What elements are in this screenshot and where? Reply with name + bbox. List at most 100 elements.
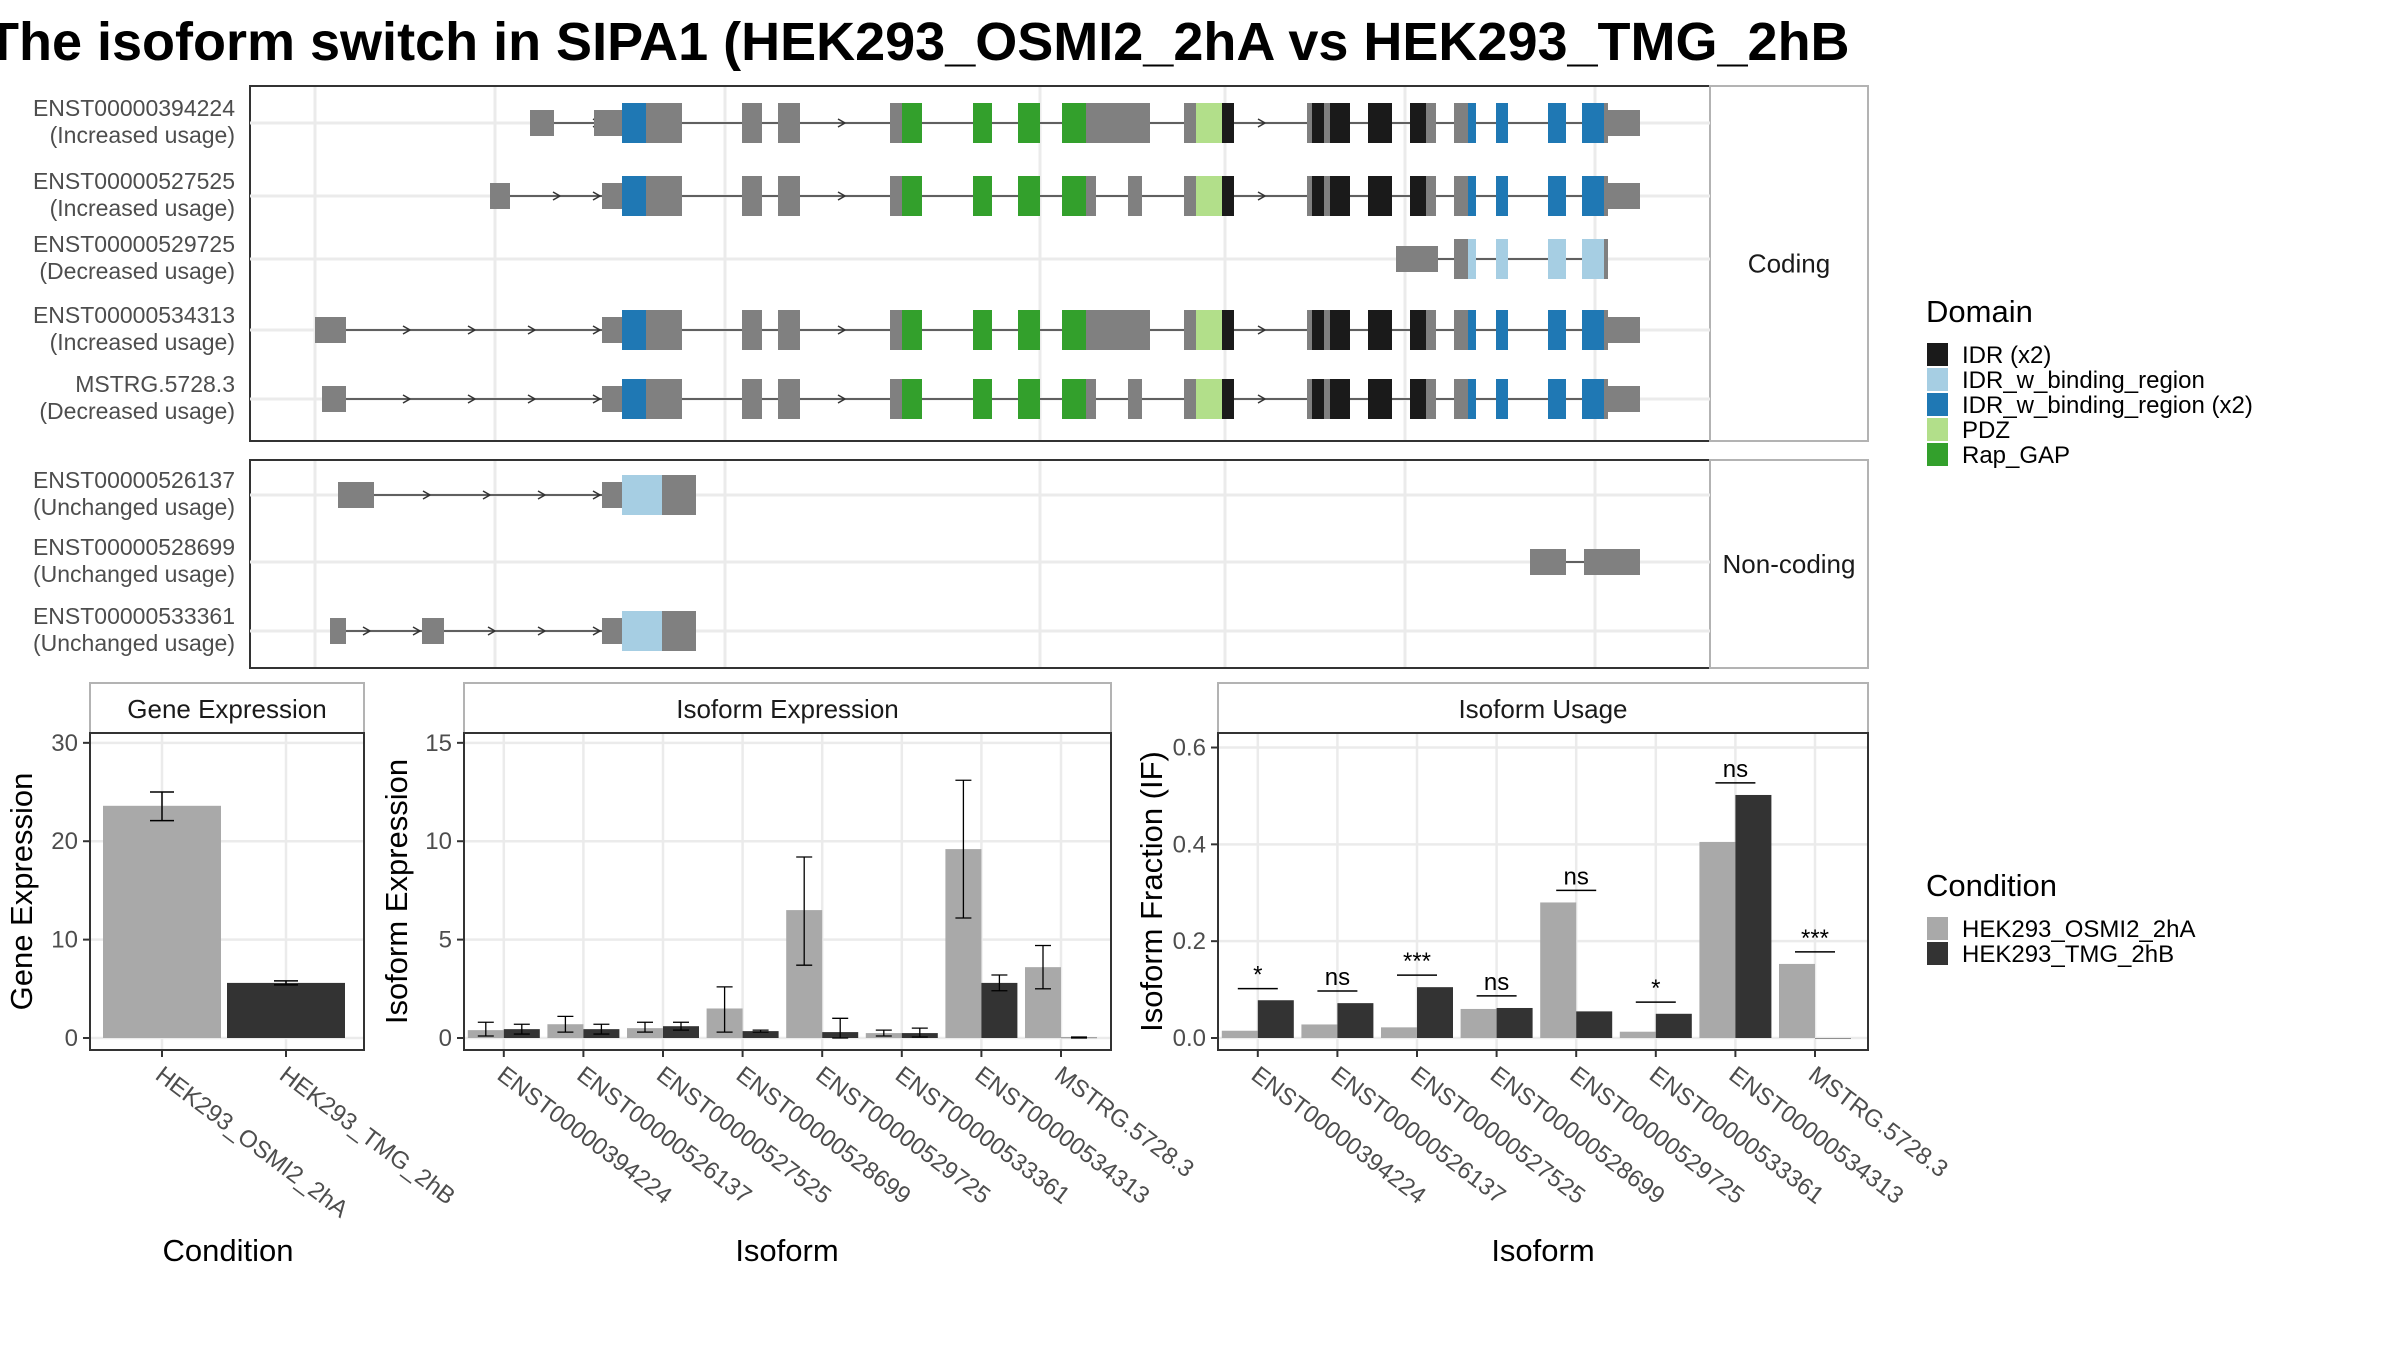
domain-region (1548, 310, 1566, 350)
domain-region (1018, 176, 1040, 216)
exon (1426, 103, 1436, 143)
bar (1496, 1007, 1533, 1038)
domain-legend-key (1927, 418, 1948, 441)
exon (742, 379, 762, 419)
bar (1540, 902, 1577, 1038)
exon (1086, 176, 1096, 216)
bar (1576, 1011, 1613, 1038)
exon (1426, 310, 1436, 350)
domain-region (1196, 176, 1222, 216)
significance-label: * (1253, 962, 1262, 989)
domain-region (1196, 103, 1222, 143)
exon (1604, 176, 1608, 216)
exon (530, 110, 554, 136)
domain-region (1196, 310, 1222, 350)
exon (778, 103, 800, 143)
significance-label: ns (1564, 863, 1589, 890)
exon (742, 176, 762, 216)
exon (1184, 310, 1196, 350)
coding-transcript-status-label: (Decreased usage) (39, 258, 235, 284)
bar (227, 982, 345, 1038)
direction-arrow (537, 490, 547, 500)
domain-region (902, 103, 922, 143)
domain-region (1222, 310, 1234, 350)
exon (742, 310, 762, 350)
domain-region (622, 310, 646, 350)
domain-region (1330, 103, 1350, 143)
direction-arrow (527, 325, 537, 335)
domain-legend-label: Rap_GAP (1962, 442, 2070, 469)
direction-arrow (467, 394, 477, 404)
exon (315, 317, 346, 343)
bar (1337, 1003, 1374, 1038)
exon (662, 611, 696, 651)
bar (103, 805, 221, 1038)
exon (646, 379, 682, 419)
exon (1608, 317, 1640, 343)
domain-region (622, 176, 646, 216)
exon (1324, 103, 1330, 143)
exon (1608, 386, 1640, 412)
domain-region (1468, 103, 1476, 143)
noncoding-transcript-status-label: (Unchanged usage) (33, 494, 235, 520)
exon (1584, 549, 1640, 575)
exon (778, 310, 800, 350)
domain-region (1468, 176, 1476, 216)
y-tick-label: 0.4 (1173, 831, 1206, 858)
panel-strip-label: Isoform Expression (676, 694, 899, 724)
domain-region (1368, 103, 1392, 143)
exon (602, 482, 622, 508)
domain-region (1312, 310, 1324, 350)
noncoding-facet-strip (1709, 459, 1869, 669)
exon (322, 386, 346, 412)
exon (778, 379, 800, 419)
direction-arrow (1257, 118, 1267, 128)
exon (1086, 310, 1150, 350)
significance-label: *** (1801, 925, 1829, 952)
direction-arrow (537, 626, 547, 636)
domain-region (1062, 310, 1086, 350)
direction-arrow (552, 191, 562, 201)
domain-region (973, 379, 992, 419)
exon (1604, 379, 1608, 419)
domain-region (1312, 176, 1324, 216)
exon (742, 103, 762, 143)
exon (646, 310, 682, 350)
facet-background (250, 460, 1710, 668)
direction-arrow (422, 490, 432, 500)
domain-region (1548, 379, 1566, 419)
direction-arrow (467, 325, 477, 335)
noncoding-transcript-id-label: ENST00000526137 (33, 467, 235, 493)
bar (981, 982, 1018, 1038)
direction-arrow (592, 394, 602, 404)
domain-region (1496, 176, 1508, 216)
coding-transcript-id-label: MSTRG.5728.3 (75, 371, 235, 397)
domain-region (1222, 379, 1234, 419)
coding-transcript-id-label: ENST00000527525 (33, 168, 235, 194)
exon (1426, 176, 1436, 216)
direction-arrow (487, 626, 497, 636)
domain-region (1330, 379, 1350, 419)
noncoding-transcript-id-label: ENST00000528699 (33, 534, 235, 560)
domain-region (1548, 239, 1566, 279)
domain-region (1410, 379, 1426, 419)
exon (646, 176, 682, 216)
y-tick-label: 5 (439, 927, 452, 954)
domain-legend-key (1927, 368, 1948, 391)
direction-arrow (527, 394, 537, 404)
domain-region (973, 310, 992, 350)
domain-region (1018, 310, 1040, 350)
exon (1604, 310, 1608, 350)
exon (602, 317, 622, 343)
domain-region (1312, 379, 1324, 419)
domain-region (1548, 176, 1566, 216)
y-tick-label: 30 (51, 730, 78, 757)
panel-isoform-usage: Isoform Usage * ns *** ns ns * ns *** 0.0 0.2 0.4 0.… (1134, 682, 1953, 1268)
domain-region (902, 379, 922, 419)
domain-region (1582, 176, 1604, 216)
exon (594, 110, 622, 136)
domain-region (1496, 239, 1508, 279)
exon (662, 475, 696, 515)
y-tick-label: 0 (439, 1025, 452, 1052)
